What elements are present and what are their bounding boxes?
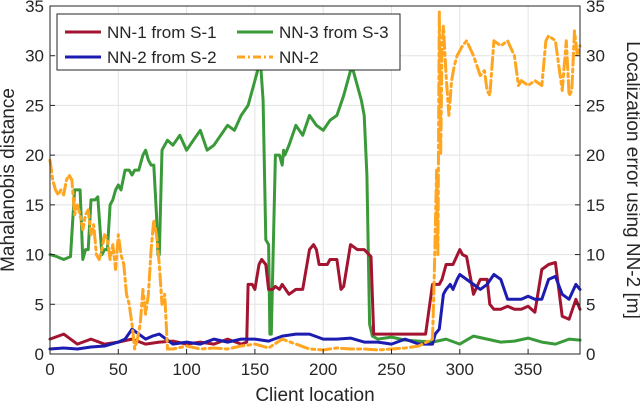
x-tick-label: 150 <box>241 360 269 379</box>
x-tick-label: 100 <box>172 360 200 379</box>
ticks: 0 50 100 150 200 250 300 3500510152025303505101… <box>25 0 605 379</box>
plot-frame <box>49 5 581 355</box>
x-tick-label: 250 <box>377 360 405 379</box>
legend-label: NN-1 from S-1 <box>107 23 217 42</box>
y-tick-label-right: 5 <box>586 295 595 314</box>
y-tick-label-right: 20 <box>586 146 605 165</box>
legend-label: NN-3 from S-3 <box>279 23 389 42</box>
y-tick-label-right: 10 <box>586 246 605 265</box>
y-tick-label-left: 15 <box>25 196 44 215</box>
series-line-nn-1-from-s-1 <box>48 243 582 346</box>
y-tick-label-left: 0 <box>35 345 44 364</box>
series-line-nn-2-from-s-2 <box>48 273 582 351</box>
x-tick-label: 300 <box>446 360 474 379</box>
y-tick-label-left: 25 <box>25 96 44 115</box>
y-tick-label-left: 30 <box>25 47 44 66</box>
y-tick-label-left: 20 <box>25 146 44 165</box>
y-tick-label-right: 0 <box>586 345 595 364</box>
y-axis-label-left: Mahalanobis distance <box>0 88 19 272</box>
x-tick-label: 0 <box>45 360 54 379</box>
legend: NN-1 from S-1 NN-3 from S-3 NN-2 from S-2 N… <box>56 13 401 71</box>
y-tick-label-right: 30 <box>586 47 605 66</box>
y-axis-label-right: Localization error using NN-2 [m] <box>622 41 640 319</box>
series-layer <box>48 9 582 352</box>
y-tick-label-right: 15 <box>586 196 605 215</box>
x-tick-label: 200 <box>309 360 337 379</box>
legend-box <box>56 13 401 71</box>
x-tick-label: 50 <box>109 360 128 379</box>
y-tick-label-left: 10 <box>25 246 44 265</box>
legend-label: NN-2 <box>279 48 319 67</box>
series-line-nn-3-from-s-3 <box>48 59 582 346</box>
y-tick-label-left: 35 <box>25 0 44 16</box>
series-line-nn-2 <box>48 9 582 352</box>
y-tick-label-right: 25 <box>586 96 605 115</box>
x-axis-label: Client location <box>255 385 374 406</box>
y-tick-label-right: 35 <box>586 0 605 16</box>
y-tick-label-left: 5 <box>35 295 44 314</box>
x-tick-label: 350 <box>514 360 542 379</box>
legend-label: NN-2 from S-2 <box>107 48 217 67</box>
